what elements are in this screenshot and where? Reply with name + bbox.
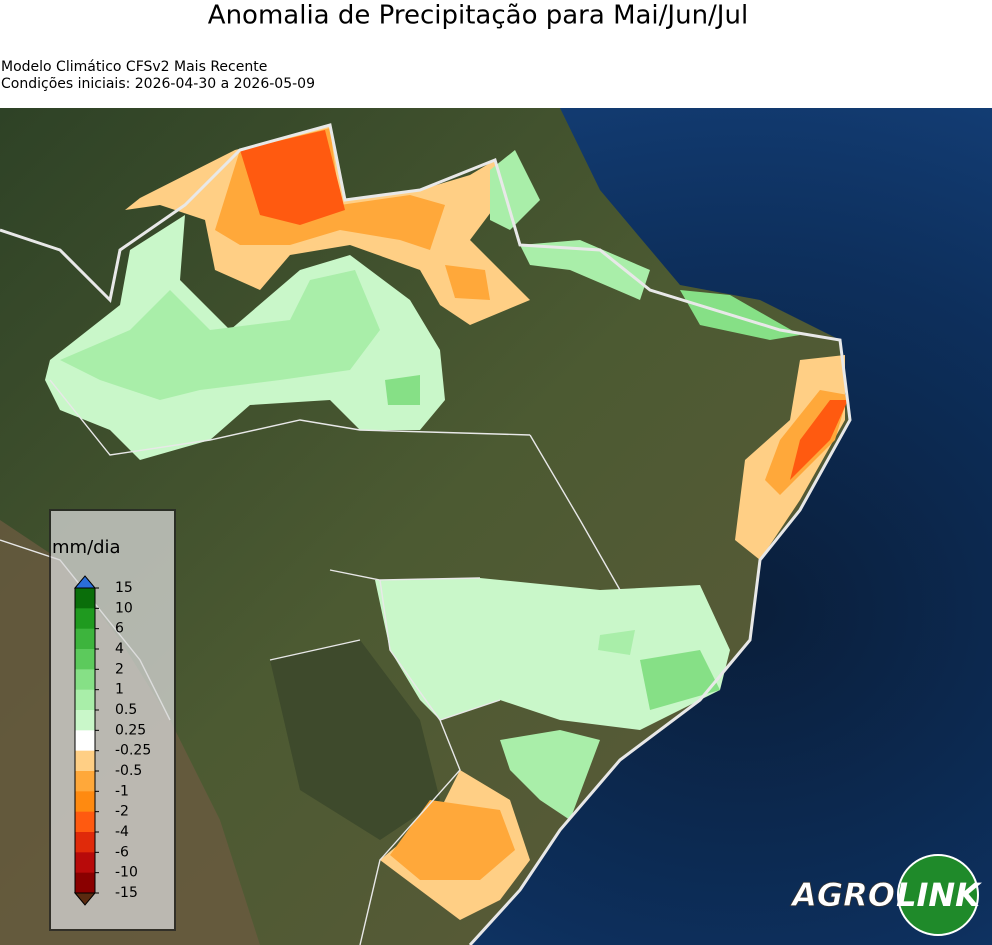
legend-unit: mm/dia bbox=[52, 537, 121, 558]
colorbar-segment bbox=[75, 649, 95, 670]
logo-right: LINK bbox=[896, 876, 982, 914]
colorbar-segment bbox=[75, 832, 95, 853]
colorbar-tick-label: -0.25 bbox=[115, 743, 151, 759]
logo: AGRO LINK bbox=[789, 854, 982, 936]
colorbar-segment bbox=[75, 710, 95, 731]
colorbar-tick-label: 2 bbox=[115, 661, 124, 677]
subtitle: Condições iniciais: 2026-04-30 a 2026-05… bbox=[1, 76, 315, 92]
colorbar-tick-label: -2 bbox=[115, 804, 129, 820]
colorbar-tick-label: -0.5 bbox=[115, 763, 142, 779]
colorbar-tick-label: 0.25 bbox=[115, 722, 146, 738]
legend: mm/dia 15 10 6 4 2 1 0.5 0.25 -0.25 -0.5 -1 -2 -4 -6 -… bbox=[49, 509, 176, 931]
colorbar-segment bbox=[75, 689, 95, 711]
colorbar-segment bbox=[75, 852, 95, 874]
colorbar-segment bbox=[75, 588, 95, 609]
colorbar-tick-label: -10 bbox=[115, 865, 138, 881]
colorbar-segment bbox=[75, 771, 95, 792]
colorbar-tick-label: -1 bbox=[115, 783, 129, 799]
colorbar-tick-label: -15 bbox=[115, 885, 138, 901]
colorbar-segment bbox=[75, 628, 95, 650]
colorbar-segment bbox=[75, 730, 95, 752]
colorbar-tick-label: 0.5 bbox=[115, 702, 137, 718]
colorbar-tick-label: 6 bbox=[115, 621, 124, 637]
logo-left: AGRO bbox=[789, 876, 895, 914]
colorbar-tick-label: 10 bbox=[115, 600, 133, 616]
colorbar-segment bbox=[75, 608, 95, 630]
colorbar-tick-label: 1 bbox=[115, 682, 124, 698]
colorbar-tick-label: 4 bbox=[115, 641, 124, 657]
colorbar-frame bbox=[74, 587, 96, 894]
colorbar-segment bbox=[75, 872, 95, 894]
subtitle: Modelo Climático CFSv2 Mais Recente bbox=[1, 59, 267, 75]
colorbar-tick-label: -4 bbox=[115, 824, 129, 840]
title: Anomalia de Precipitação para Mai/Jun/Ju… bbox=[208, 1, 748, 31]
colorbar-tick-label: -6 bbox=[115, 844, 129, 860]
colorbar-segment bbox=[75, 791, 95, 813]
colorbar-tick-label: 15 bbox=[115, 580, 133, 596]
colorbar-segment bbox=[75, 750, 95, 772]
colorbar-segment bbox=[75, 811, 95, 833]
colorbar-segment bbox=[75, 669, 95, 691]
